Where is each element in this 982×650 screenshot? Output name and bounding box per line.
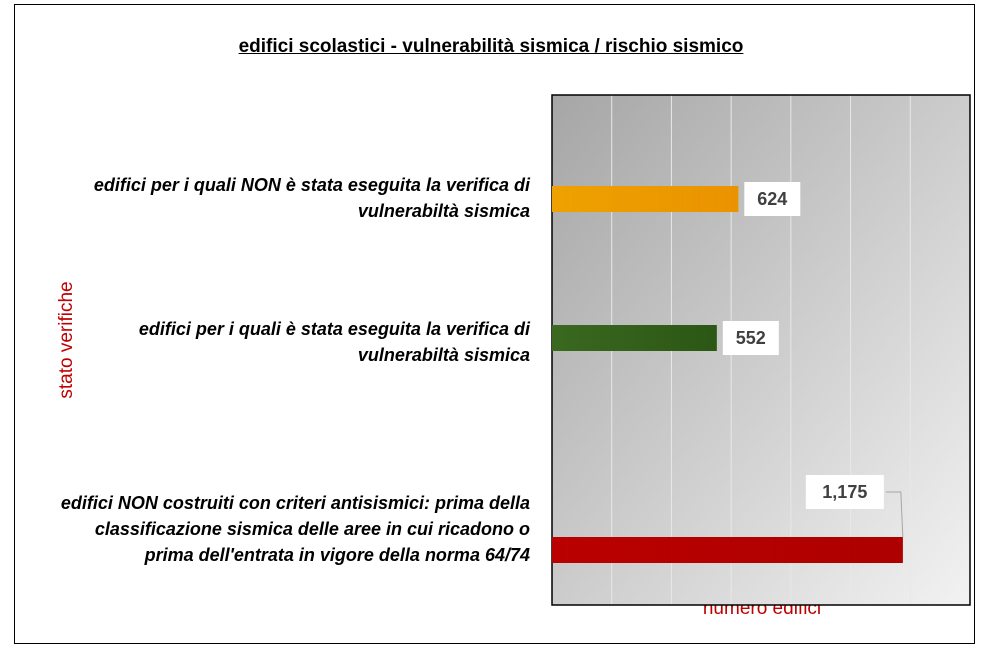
frame <box>14 4 975 644</box>
leader-line <box>885 491 904 538</box>
y-tick-label: edifici per i quali NON è stata eseguita… <box>93 175 530 221</box>
chart-title: edifici scolastici - vulnerabilità sismi… <box>238 36 744 57</box>
bar-shade <box>552 186 739 212</box>
value-label-box <box>722 321 779 355</box>
value-label: 1,175 <box>822 482 867 502</box>
value-label: 624 <box>757 189 787 209</box>
y-tick-label: edifici per i quali è stata eseguita la … <box>138 319 530 365</box>
value-label-box <box>805 475 884 509</box>
bar-shade <box>552 325 717 351</box>
y-tick-label: edifici NON costruiti con criteri antisi… <box>60 493 530 565</box>
value-label: 552 <box>736 328 766 348</box>
bar-shade <box>552 537 903 563</box>
value-label-box <box>744 182 801 216</box>
